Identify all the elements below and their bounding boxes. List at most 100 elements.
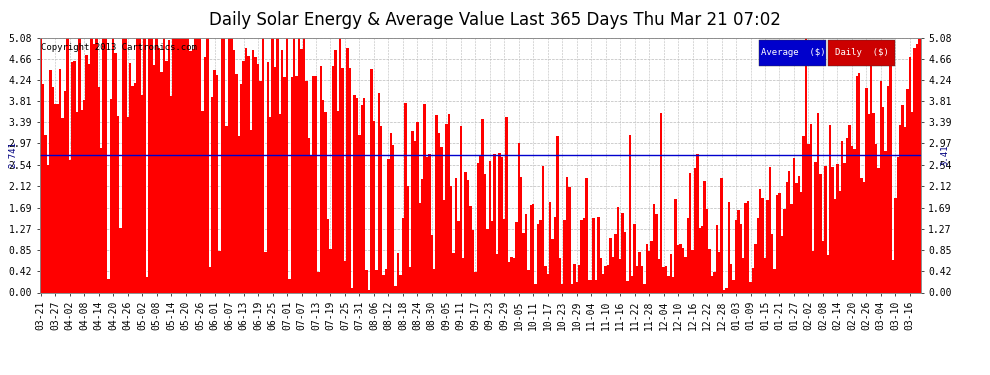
Bar: [674, 199, 677, 292]
Bar: [566, 177, 568, 292]
Bar: [88, 64, 90, 292]
Bar: [167, 40, 170, 292]
Bar: [450, 186, 452, 292]
Bar: [141, 95, 144, 292]
Bar: [454, 178, 457, 292]
Bar: [313, 76, 315, 292]
Bar: [652, 204, 655, 292]
Bar: [655, 214, 657, 292]
Bar: [660, 112, 662, 292]
Bar: [493, 154, 496, 292]
Bar: [783, 209, 785, 292]
Bar: [122, 38, 124, 292]
Bar: [484, 174, 486, 292]
Bar: [585, 178, 588, 292]
Bar: [93, 44, 95, 292]
Bar: [665, 266, 667, 292]
Bar: [530, 206, 532, 292]
Bar: [223, 38, 226, 292]
Bar: [837, 164, 839, 292]
Bar: [102, 38, 105, 292]
Bar: [61, 118, 63, 292]
Bar: [532, 204, 535, 292]
Bar: [629, 135, 631, 292]
Text: Copyright 2013 Cartronics.com: Copyright 2013 Cartronics.com: [42, 43, 197, 52]
Bar: [375, 270, 377, 292]
Bar: [723, 290, 725, 292]
Bar: [100, 148, 102, 292]
Bar: [419, 203, 421, 292]
Bar: [447, 114, 450, 292]
Bar: [63, 91, 66, 292]
Bar: [815, 162, 817, 292]
Bar: [132, 86, 134, 292]
Bar: [662, 267, 665, 292]
Bar: [631, 276, 634, 292]
Bar: [803, 136, 805, 292]
Bar: [510, 256, 513, 292]
Bar: [469, 206, 471, 292]
Bar: [256, 64, 259, 292]
Bar: [508, 262, 510, 292]
Bar: [177, 38, 179, 292]
Bar: [172, 38, 175, 292]
Bar: [252, 50, 254, 292]
Bar: [558, 258, 561, 292]
Bar: [744, 204, 746, 292]
Bar: [300, 49, 303, 292]
Bar: [407, 186, 409, 292]
Bar: [438, 133, 441, 292]
Bar: [605, 266, 607, 292]
Bar: [845, 138, 848, 292]
Bar: [424, 104, 426, 292]
Bar: [793, 158, 795, 292]
Bar: [858, 73, 860, 292]
Bar: [179, 38, 182, 292]
Bar: [464, 172, 467, 292]
Bar: [867, 114, 870, 292]
Bar: [337, 111, 339, 292]
Bar: [332, 66, 334, 292]
Bar: [795, 183, 798, 292]
Bar: [689, 173, 691, 292]
Bar: [194, 38, 196, 292]
Bar: [157, 48, 160, 292]
Bar: [914, 48, 916, 292]
Bar: [568, 187, 570, 292]
Bar: [117, 116, 119, 292]
Bar: [339, 38, 342, 292]
Bar: [474, 272, 476, 292]
Bar: [73, 60, 76, 292]
Bar: [385, 268, 387, 292]
Bar: [95, 38, 98, 292]
Bar: [261, 38, 264, 292]
Bar: [137, 38, 139, 292]
Bar: [677, 245, 679, 292]
Bar: [397, 253, 399, 292]
Bar: [59, 69, 61, 292]
Bar: [875, 144, 877, 292]
Bar: [189, 51, 192, 292]
Bar: [588, 280, 590, 292]
Bar: [773, 270, 776, 292]
Bar: [749, 282, 751, 292]
Bar: [634, 224, 636, 292]
Bar: [462, 258, 464, 292]
Bar: [742, 258, 744, 292]
Bar: [704, 181, 706, 292]
Bar: [56, 104, 59, 292]
Bar: [805, 38, 807, 292]
Bar: [187, 38, 189, 292]
Bar: [42, 84, 45, 292]
Bar: [283, 77, 286, 292]
Bar: [776, 195, 778, 292]
Bar: [916, 44, 919, 292]
Bar: [706, 210, 708, 292]
Bar: [822, 241, 824, 292]
Bar: [436, 115, 438, 292]
Bar: [310, 156, 313, 292]
Bar: [834, 199, 837, 292]
Bar: [112, 38, 115, 292]
Bar: [528, 270, 530, 292]
Bar: [580, 220, 583, 292]
